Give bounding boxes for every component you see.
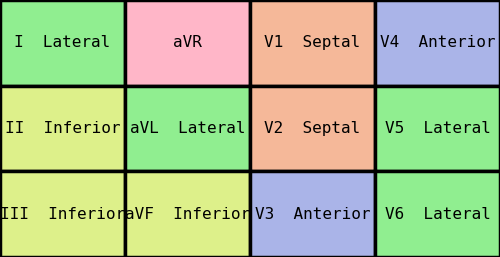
Bar [125, 171, 250, 257]
Bar [250, 0, 375, 86]
Text: V5  Lateral: V5 Lateral [384, 121, 490, 136]
Bar [375, 0, 500, 86]
Bar [0, 171, 125, 257]
Text: V4  Anterior: V4 Anterior [380, 35, 495, 50]
Bar [0, 0, 125, 86]
Text: aVL  Lateral: aVL Lateral [130, 121, 245, 136]
Bar [0, 86, 125, 171]
Text: II  Inferior: II Inferior [5, 121, 120, 136]
Text: V3  Anterior: V3 Anterior [255, 207, 370, 222]
Bar [125, 0, 250, 86]
Text: III  Inferior: III Inferior [0, 207, 125, 222]
Bar [375, 171, 500, 257]
Text: aVF  Inferior: aVF Inferior [125, 207, 250, 222]
Text: aVR: aVR [173, 35, 202, 50]
Text: V2  Septal: V2 Septal [264, 121, 360, 136]
Bar [375, 86, 500, 171]
Bar [250, 86, 375, 171]
Text: V6  Lateral: V6 Lateral [384, 207, 490, 222]
Bar [125, 86, 250, 171]
Text: V1  Septal: V1 Septal [264, 35, 360, 50]
Bar [250, 171, 375, 257]
Text: I  Lateral: I Lateral [14, 35, 110, 50]
